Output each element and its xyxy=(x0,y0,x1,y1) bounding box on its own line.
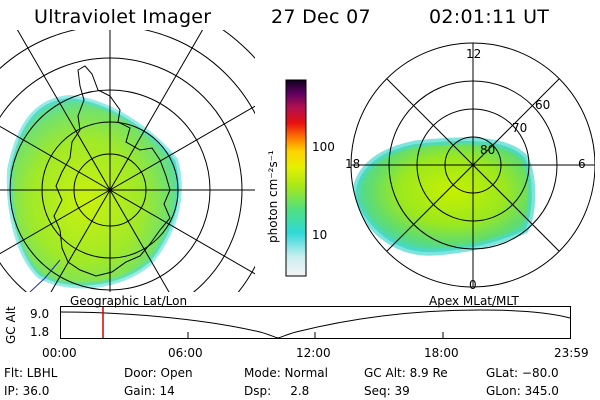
mlt-label-12: 12 xyxy=(466,47,482,61)
mlat-label-80: 80 xyxy=(480,143,496,157)
timeline-ytick-1.8: 1.8 xyxy=(30,325,50,339)
magnetic-map xyxy=(350,42,595,288)
colorbar-tick-10: 10 xyxy=(312,228,328,242)
intensity-colorbar xyxy=(285,79,307,277)
info-dsp: Dsp: 2.8 xyxy=(244,384,310,398)
info-mode: Mode: Normal xyxy=(244,366,328,380)
info-glat: GLat: −80.0 xyxy=(486,366,559,380)
mlt-label-18: 18 xyxy=(345,157,361,171)
info-ip: IP: 36.0 xyxy=(4,384,50,398)
timeline-xtick-2359: 23:59 xyxy=(554,346,589,360)
mlt-label-6: 6 xyxy=(578,157,586,171)
orbit-timeline xyxy=(60,306,571,339)
timeline-xtick-1200: 12:00 xyxy=(296,346,331,360)
info-glon: GLon: 345.0 xyxy=(486,384,559,398)
info-gc-alt: GC Alt: 8.9 Re xyxy=(364,366,448,380)
mlat-label-70: 70 xyxy=(512,121,528,135)
altitude-curve xyxy=(60,309,571,339)
colorbar-tick-100: 100 xyxy=(312,140,335,154)
geographic-map xyxy=(0,30,255,292)
observation-time: 02:01:11 UT xyxy=(429,6,550,28)
instrument-title: Ultraviolet Imager xyxy=(34,6,212,28)
longitude-lines xyxy=(0,30,255,292)
mlt-label-0: 0 xyxy=(469,278,477,292)
mlt-lines xyxy=(351,43,595,287)
timeline-xtick-1800: 18:00 xyxy=(424,346,459,360)
timeline-ylabel: GC Alt xyxy=(4,306,18,344)
timeline-xtick-0000: 00:00 xyxy=(42,346,77,360)
timeline-xtick-0600: 06:00 xyxy=(168,346,203,360)
coastline xyxy=(53,65,171,277)
info-seq: Seq: 39 xyxy=(364,384,410,398)
timeline-ytick-9: 9.0 xyxy=(30,307,50,321)
info-door: Door: Open xyxy=(124,366,193,380)
colorbar-unit-label: photon cm⁻²s⁻¹ xyxy=(266,150,280,243)
observation-date: 27 Dec 07 xyxy=(271,6,371,28)
info-gain: Gain: 14 xyxy=(124,384,175,398)
aurora-edge xyxy=(6,94,182,289)
info-filter: Flt: LBHL xyxy=(4,366,58,380)
magnetic-caption: Apex MLat/MLT xyxy=(429,294,519,308)
geographic-caption: Geographic Lat/Lon xyxy=(70,294,188,308)
mlat-label-60: 60 xyxy=(535,98,551,112)
aurora-oval xyxy=(355,140,532,253)
